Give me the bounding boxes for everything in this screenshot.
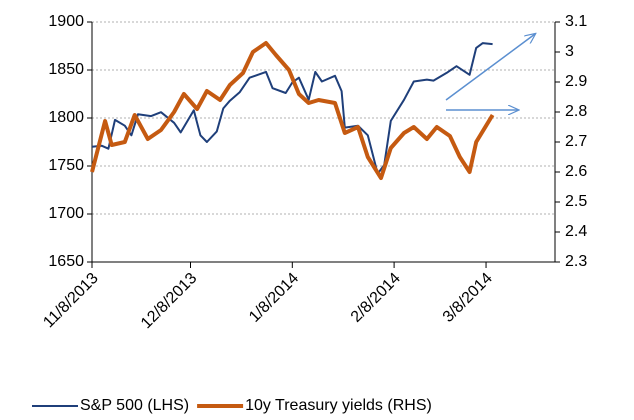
x-tick-label: 11/8/2013	[40, 270, 102, 332]
y-tick-label: 1900	[48, 13, 84, 30]
y2-tick-label: 2.5	[565, 193, 587, 210]
x-tick-label: 2/8/2014	[348, 270, 404, 326]
legend-label: 10y Treasury yields (RHS)	[245, 397, 432, 414]
y2-tick-label: 2.9	[565, 73, 587, 90]
y-tick-label: 1750	[48, 157, 84, 174]
y-tick-label: 1800	[48, 109, 84, 126]
y2-tick-label: 3	[565, 43, 574, 60]
x-tick-label: 3/8/2014	[440, 270, 496, 326]
y-tick-label: 1850	[48, 61, 84, 78]
y2-tick-label: 3.1	[565, 13, 587, 30]
y-tick-label: 1700	[48, 205, 84, 222]
legend-label: S&P 500 (LHS)	[80, 397, 189, 414]
y2-tick-label: 2.3	[565, 253, 587, 270]
y-tick-label: 1650	[48, 253, 84, 270]
y2-tick-label: 2.6	[565, 163, 587, 180]
series-line	[91, 42, 493, 175]
y2-tick-label: 2.8	[565, 103, 587, 120]
annotation-arrow	[445, 34, 535, 101]
y2-tick-label: 2.4	[565, 223, 587, 240]
series-line	[90, 41, 495, 180]
y2-tick-label: 2.7	[565, 133, 587, 150]
x-tick-label: 1/8/2014	[246, 270, 302, 326]
x-tick-label: 12/8/2013	[138, 270, 200, 332]
